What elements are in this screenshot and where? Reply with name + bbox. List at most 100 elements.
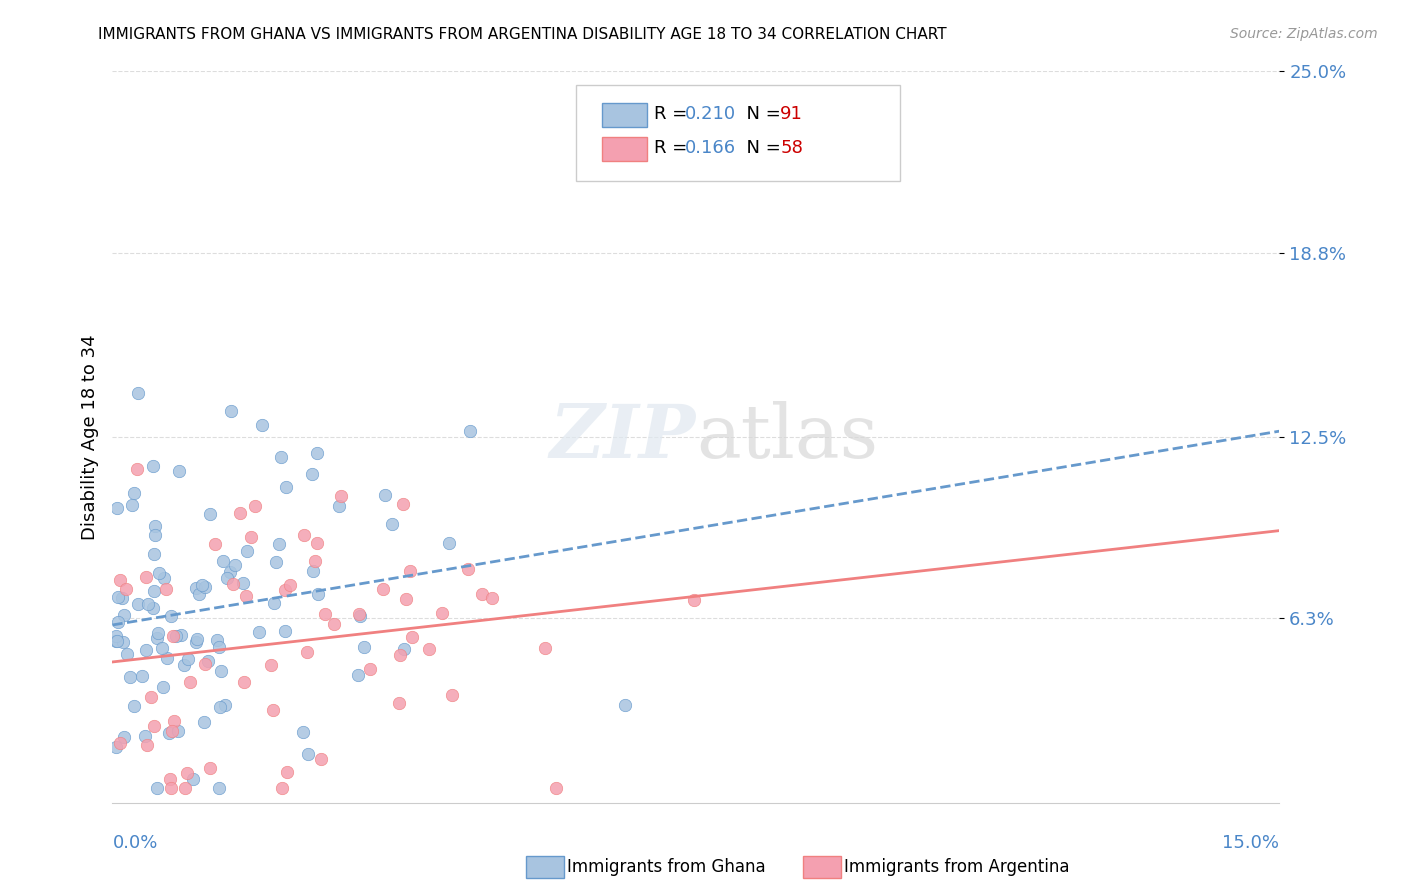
Point	[328, 500, 350, 514]
Text: Immigrants from Argentina: Immigrants from Argentina	[844, 858, 1069, 876]
Text: ZIP: ZIP	[550, 401, 696, 474]
Point	[391, 497, 413, 511]
Point	[398, 564, 420, 578]
Point	[471, 587, 494, 601]
Point	[276, 764, 298, 779]
Point	[122, 486, 145, 500]
Point	[112, 635, 135, 649]
Point	[186, 632, 208, 646]
Point	[307, 587, 329, 601]
Point	[266, 555, 288, 569]
Text: 0.166: 0.166	[685, 139, 735, 157]
Point	[301, 467, 323, 481]
Text: Immigrants from Ghana: Immigrants from Ghana	[567, 858, 765, 876]
Point	[247, 625, 270, 640]
Point	[120, 670, 142, 684]
Point	[127, 597, 149, 611]
Point	[136, 597, 159, 611]
Point	[330, 489, 353, 503]
Text: 15.0%: 15.0%	[1222, 834, 1279, 852]
Text: IMMIGRANTS FROM GHANA VS IMMIGRANTS FROM ARGENTINA DISABILITY AGE 18 TO 34 CORRE: IMMIGRANTS FROM GHANA VS IMMIGRANTS FROM…	[98, 27, 948, 42]
Point	[173, 657, 195, 672]
Text: R =: R =	[654, 105, 693, 123]
Text: 91: 91	[780, 105, 803, 123]
Point	[263, 596, 285, 610]
Point	[152, 681, 174, 695]
Point	[388, 648, 411, 662]
Point	[127, 386, 149, 401]
Point	[262, 703, 284, 717]
Point	[441, 688, 464, 702]
Point	[271, 781, 294, 796]
Point	[143, 547, 166, 561]
Point	[222, 577, 245, 591]
Point	[205, 633, 228, 648]
Point	[115, 648, 138, 662]
Point	[243, 499, 266, 513]
Point	[458, 425, 481, 439]
Point	[229, 506, 252, 520]
Point	[292, 528, 315, 542]
Point	[309, 752, 332, 766]
Point	[214, 698, 236, 712]
Point	[156, 650, 179, 665]
Point	[278, 577, 301, 591]
Point	[260, 657, 283, 672]
Point	[302, 564, 325, 578]
Point	[347, 607, 370, 621]
Point	[307, 535, 329, 549]
Point	[292, 725, 315, 739]
Point	[135, 642, 157, 657]
Point	[107, 590, 129, 604]
Point	[153, 571, 176, 585]
Point	[163, 714, 186, 728]
Point	[224, 558, 246, 572]
Point	[122, 699, 145, 714]
Point	[148, 625, 170, 640]
Point	[274, 583, 297, 598]
Point	[359, 662, 381, 676]
Point	[160, 724, 183, 739]
Text: 0.0%: 0.0%	[112, 834, 157, 852]
Point	[190, 578, 212, 592]
Point	[208, 700, 231, 714]
Point	[235, 589, 257, 603]
Text: Source: ZipAtlas.com: Source: ZipAtlas.com	[1230, 27, 1378, 41]
Point	[165, 629, 187, 643]
Point	[148, 566, 170, 580]
Point	[107, 615, 129, 629]
Point	[177, 652, 200, 666]
Point	[134, 729, 156, 743]
Point	[193, 715, 215, 730]
Point	[112, 730, 135, 744]
Point	[157, 726, 180, 740]
Point	[179, 674, 201, 689]
Y-axis label: Disability Age 18 to 34: Disability Age 18 to 34	[80, 334, 98, 540]
Point	[194, 657, 217, 671]
Point	[108, 736, 131, 750]
Text: 0.210: 0.210	[685, 105, 735, 123]
Point	[155, 582, 177, 596]
Point	[198, 761, 221, 775]
Point	[457, 562, 479, 576]
Point	[481, 591, 503, 605]
Text: atlas: atlas	[696, 401, 879, 474]
Text: N =: N =	[735, 105, 787, 123]
Point	[209, 664, 232, 678]
Point	[186, 635, 208, 649]
Point	[401, 630, 423, 644]
Point	[194, 580, 217, 594]
Point	[105, 629, 128, 643]
Point	[131, 669, 153, 683]
Point	[125, 462, 148, 476]
Point	[112, 608, 135, 623]
Point	[353, 640, 375, 654]
Point	[139, 690, 162, 704]
Point	[142, 601, 165, 615]
Point	[232, 575, 254, 590]
Point	[143, 528, 166, 542]
Point	[219, 403, 242, 417]
Point	[150, 640, 173, 655]
Point	[198, 507, 221, 521]
Point	[208, 640, 231, 654]
